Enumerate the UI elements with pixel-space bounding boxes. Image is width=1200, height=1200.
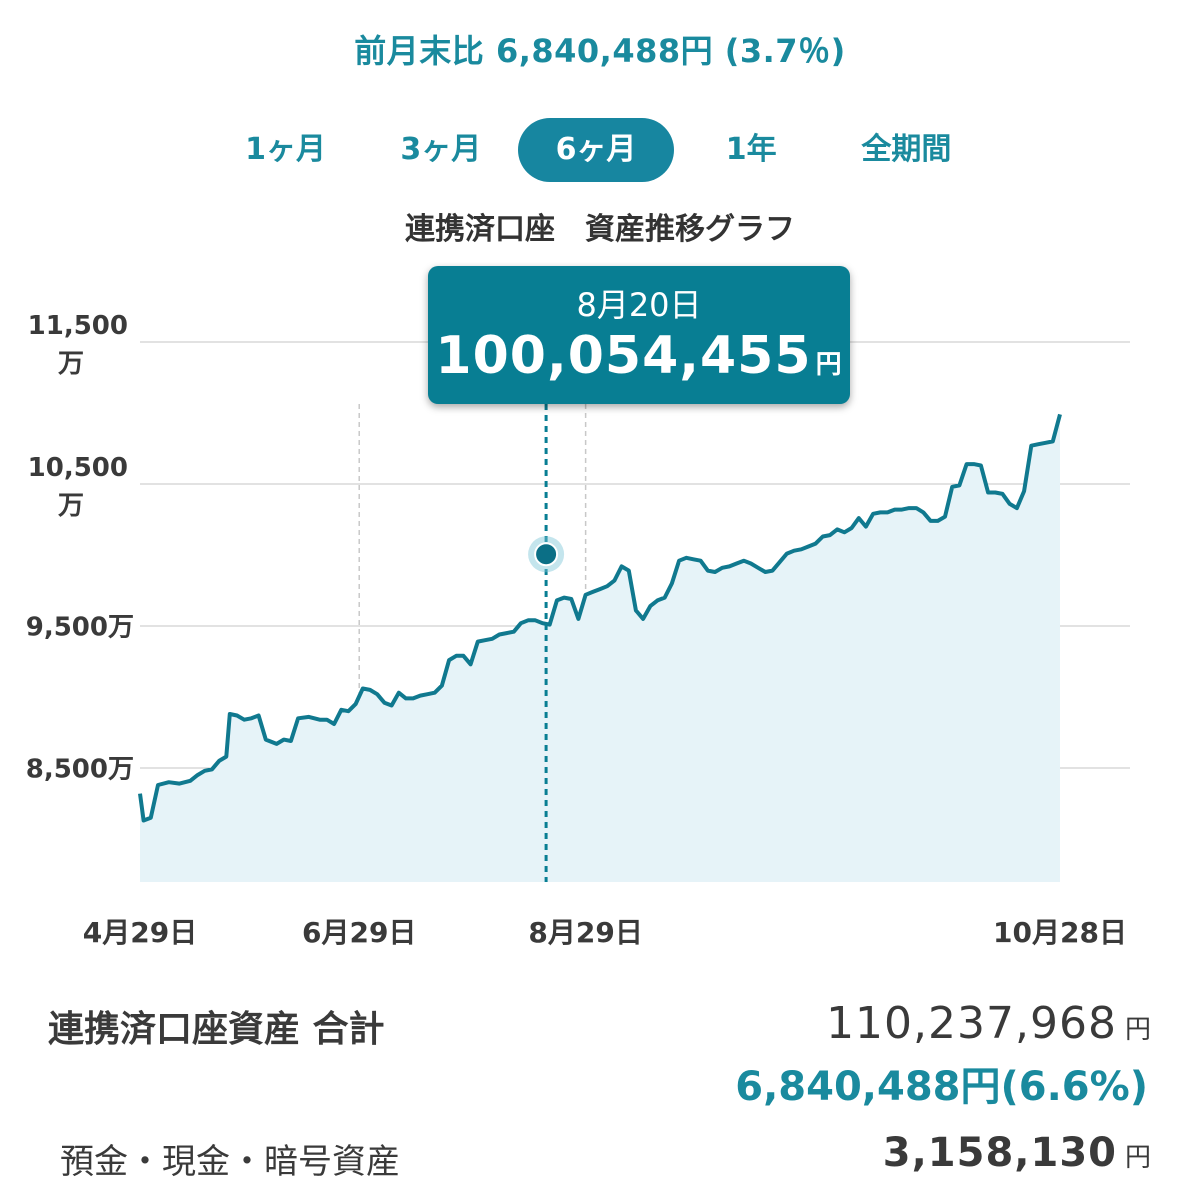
total-unit: 円	[1124, 1015, 1152, 1045]
tooltip-unit: 円	[815, 350, 843, 380]
x-tick-label-3: 10月28日	[993, 916, 1127, 949]
tab-1-year[interactable]: 1年	[725, 132, 777, 167]
y-tick-label-2: 10,500 万	[28, 453, 128, 521]
total-assets-value: 110,237,968 円	[826, 998, 1152, 1049]
period-tabs: 1ヶ月 3ヶ月 6ヶ月 1年 全期間	[208, 118, 984, 182]
total-assets-diff: 6,840,488円(6.6%)	[735, 1064, 1148, 1110]
y-axis-labels: 8,500万 9,500万 10,500 万 11,500 万	[26, 311, 134, 785]
total-assets-label: 連携済口座資産 合計	[48, 1009, 385, 1050]
asset-trend-chart[interactable]: 8,500万 9,500万 10,500 万 11,500 万 4月29日 6月29日 8月2…	[0, 250, 1200, 970]
tab-3-months[interactable]: 3ヶ月	[400, 132, 482, 167]
asset-row-value: 3,158,130 円	[883, 1130, 1152, 1176]
chart-series-line	[138, 413, 1062, 823]
x-tick-label-2: 8月29日	[528, 916, 642, 949]
chart-area-fill	[140, 414, 1060, 882]
x-axis-labels: 4月29日 6月29日 8月29日 10月28日	[83, 916, 1127, 949]
tab-1-month[interactable]: 1ヶ月	[245, 132, 327, 167]
x-tick-label-0: 4月29日	[83, 916, 197, 949]
tooltip-date: 8月20日	[576, 286, 702, 324]
month-diff-summary: 前月末比 6,840,488円 (3.7％)	[354, 32, 846, 70]
chart-tooltip: 8月20日 100,054,455 円	[428, 266, 850, 404]
y-tick-label-3: 11,500 万	[28, 311, 128, 379]
tooltip-amount: 100,054,455	[435, 326, 812, 386]
total-amount: 110,237,968	[826, 998, 1117, 1049]
tab-all-time[interactable]: 全期間	[861, 132, 952, 167]
y-tick-label-1: 9,500万	[26, 613, 134, 643]
y-tick-label-0: 8,500万	[26, 755, 134, 785]
asset-row-amount: 3,158,130	[882, 1130, 1117, 1176]
asset-row-label[interactable]: 預金・現金・暗号資産	[60, 1142, 400, 1182]
tab-6-months[interactable]: 6ヶ月	[518, 118, 674, 182]
x-tick-label-1: 6月29日	[302, 916, 416, 949]
selection-point	[534, 542, 559, 567]
tooltip-value: 100,054,455 円	[428, 326, 850, 386]
asset-row-unit: 円	[1124, 1143, 1152, 1173]
chart-title: 連携済口座 資産推移グラフ	[405, 212, 795, 247]
